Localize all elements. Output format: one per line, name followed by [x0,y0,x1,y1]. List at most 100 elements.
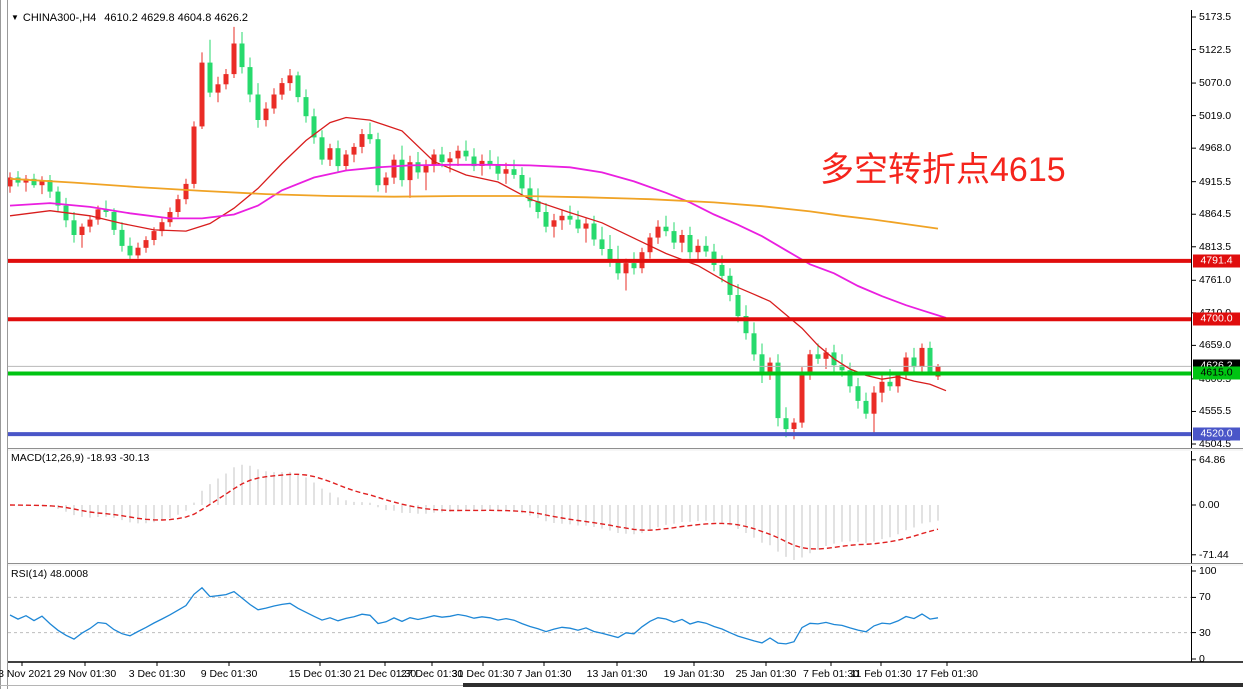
candle-body [647,237,653,253]
candle-body [287,75,293,84]
price-axis-tick-label: 4915.5 [1199,175,1232,188]
candle-body [103,209,109,212]
candle-body [239,43,245,68]
candle-body [375,139,381,186]
candle-body [535,201,541,212]
candle-body [583,223,589,229]
candle-body [391,159,397,178]
candle-body [727,275,733,295]
rsi-axis-tick-label: 70 [1199,591,1211,604]
x-axis-date-label: 15 Dec 01:30 [288,668,352,680]
price-axis-tick-label: 4864.5 [1199,208,1232,221]
candle-body [295,75,301,98]
macd-indicator-label: MACD(12,26,9) -18.93 -30.13 [11,452,150,464]
candle-body [399,159,405,181]
candle-body [751,333,757,355]
x-axis-date-label: 13 Jan 01:30 [586,668,648,680]
candle-body [575,219,581,229]
price-axis-tick-label: 4761.0 [1199,274,1232,287]
x-axis-date-label: 19 Jan 01:30 [663,668,725,680]
candle-body [439,154,445,163]
candle-body [911,357,917,368]
candle-body [527,188,533,202]
candle-body [191,126,197,184]
candle-body [231,43,237,75]
candle-body [39,180,45,186]
candle-body [7,177,13,187]
candle-body [775,362,781,419]
x-axis-date-label: 9 Dec 01:30 [200,668,258,680]
candle-body [215,84,221,93]
candle-body [151,231,157,240]
candle-body [415,162,421,173]
candle-body [815,354,821,359]
price-level-badge-4791.4: 4791.4 [1193,254,1240,268]
rsi-indicator-label: RSI(14) 48.0008 [11,568,89,580]
candle-body [271,94,277,109]
price-axis-tick-label: 4555.5 [1199,405,1232,418]
candle-body [495,164,501,174]
candle-body [695,245,701,253]
macd-axis-tick-label: -71.44 [1199,548,1229,561]
candle-body [303,97,309,117]
candle-body [199,62,205,127]
macd-axis-tick-label: 64.86 [1199,453,1226,466]
candle-body [255,94,261,120]
candle-body [223,74,229,85]
candle-body [423,164,429,173]
price-axis-tick-label: 4813.5 [1199,240,1232,253]
ma-fast-line [9,116,947,392]
x-axis-date-label: 17 Feb 01:30 [916,668,978,680]
candle-body [895,375,901,387]
candle-body [31,178,37,186]
horizontal-scrollbar-track[interactable] [0,685,463,686]
candle-body [663,226,669,232]
candle-body [599,239,605,249]
chart-annotation: 多空转折点4615 [820,151,1066,189]
candle-body [487,160,493,165]
candle-body [87,219,93,227]
candle-body [175,199,181,212]
candle-body [383,177,389,186]
x-axis-date-label: 23 Nov 2021 [0,668,52,680]
candle-body [887,381,893,387]
candle-body [55,191,61,206]
candle-body [615,260,621,274]
candle-body [919,347,925,367]
candle-body [431,154,437,165]
rsi-line [9,586,939,645]
x-axis-date-label: 11 Feb 01:30 [850,668,912,680]
x-axis-date-label: 7 Feb 01:30 [802,668,860,680]
candle-body [311,116,317,138]
candle-body [879,381,885,393]
candle-body [263,108,269,121]
candle-body [743,316,749,334]
symbol-dropdown-icon[interactable]: ▼ [11,13,19,22]
x-axis-date-label: 3 Dec 01:30 [128,668,186,680]
candle-body [759,354,765,376]
x-axis-date-label: 29 Nov 01:30 [53,668,117,680]
candle-body [167,212,173,223]
rsi-axis-tick-label: 30 [1199,626,1211,639]
candle-body [47,180,53,192]
horizontal-scrollbar-thumb[interactable] [463,683,1243,687]
rsi-axis-tick-label: 0 [1199,653,1205,665]
candle-body [855,386,861,401]
price-level-badge-4615.0: 4615.0 [1193,366,1240,380]
price-axis-tick-label: 4659.0 [1199,339,1232,352]
candle-body [703,245,709,252]
candle-body [71,220,77,235]
candle-body [79,226,85,235]
candle-body [807,354,813,374]
candle-body [719,265,725,276]
macd-signal-line [9,473,939,550]
macd-axis-tick-label: 0.00 [1199,499,1220,511]
candle-body [135,247,141,256]
candle-body [799,373,805,423]
price-axis-tick-label: 4504.5 [1199,438,1232,450]
candle-body [319,137,325,160]
chart-title-symbol: CHINA300-,H4 [22,12,97,24]
ma-slow-line [9,177,939,230]
